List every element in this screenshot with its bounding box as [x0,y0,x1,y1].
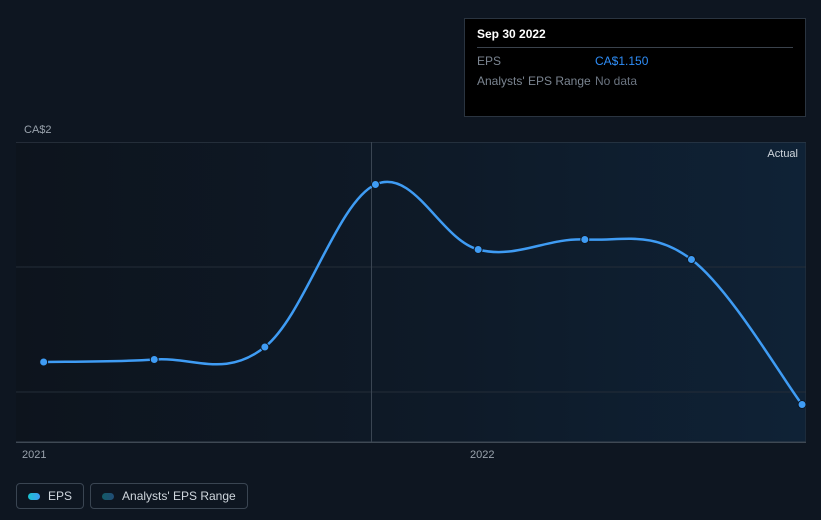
series-marker[interactable] [474,246,482,254]
y-tick-top: CA$2 [24,124,52,136]
legend-item-eps[interactable]: EPS [16,483,84,509]
plot-area[interactable]: Actual [16,142,806,442]
plot-background [16,142,806,442]
series-marker[interactable] [371,181,379,189]
x-tick-2022: 2022 [470,449,494,461]
legend-swatch-eps [28,493,40,500]
series-marker[interactable] [261,343,269,351]
series-marker[interactable] [150,356,158,364]
tooltip-label-range: Analysts' EPS Range [477,74,595,88]
legend-item-range[interactable]: Analysts' EPS Range [90,483,248,509]
legend-label-range: Analysts' EPS Range [122,489,236,503]
tooltip-date: Sep 30 2022 [477,27,793,48]
tooltip-row-range: Analysts' EPS Range No data [477,68,793,88]
series-marker[interactable] [687,256,695,264]
series-marker[interactable] [581,236,589,244]
tooltip-value-eps: CA$1.150 [595,54,648,68]
legend: EPS Analysts' EPS Range [16,483,248,509]
chart-container: Sep 30 2022 EPS CA$1.150 Analysts' EPS R… [0,0,821,520]
tooltip-card: Sep 30 2022 EPS CA$1.150 Analysts' EPS R… [464,18,806,117]
actual-label: Actual [767,148,798,160]
series-marker[interactable] [40,358,48,366]
tooltip-value-range: No data [595,74,637,88]
series-marker[interactable] [798,401,806,409]
chart-svg [16,142,806,442]
legend-swatch-range [102,493,114,500]
tooltip-row-eps: EPS CA$1.150 [477,48,793,68]
legend-label-eps: EPS [48,489,72,503]
x-axis-line [16,442,806,443]
x-tick-2021: 2021 [22,449,46,461]
tooltip-label-eps: EPS [477,54,595,68]
